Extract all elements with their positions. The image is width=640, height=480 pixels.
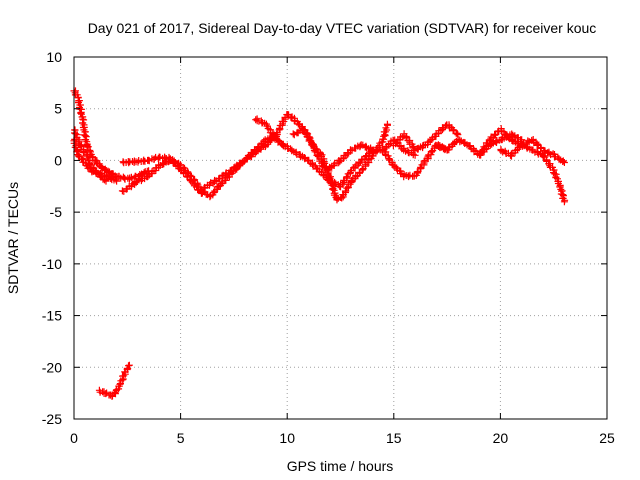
chart-title: Day 021 of 2017, Sidereal Day-to-day VTE…: [88, 20, 597, 36]
series-track-11: [289, 126, 419, 174]
x-tick-label: 15: [386, 430, 402, 446]
x-axis-label: GPS time / hours: [287, 458, 394, 474]
series-track-7: [198, 131, 280, 194]
series-markers: [118, 157, 206, 197]
series-markers: [497, 140, 569, 206]
axis-ticks: [73, 56, 608, 420]
series-markers: [289, 126, 419, 174]
plot-frame: [73, 56, 608, 420]
series-track-17: [95, 361, 133, 400]
series-track-5: [118, 157, 206, 197]
series-markers: [273, 111, 391, 204]
y-tick-label: -25: [42, 411, 62, 427]
grid-lines: [74, 57, 607, 419]
x-tick-label: 25: [599, 430, 615, 446]
y-tick-labels: -25 -20 -15 -10 -5 0 5 10: [42, 49, 62, 427]
x-tick-labels: 0 5 10 15 20 25: [70, 430, 615, 446]
series-markers: [70, 87, 153, 183]
x-tick-label: 10: [279, 430, 295, 446]
x-tick-label: 5: [177, 430, 185, 446]
series-track-13: [389, 121, 462, 155]
series-markers: [252, 115, 287, 149]
series-track-1: [70, 87, 153, 183]
series-track-16: [497, 140, 569, 206]
series-markers: [95, 361, 133, 400]
data-points: [70, 87, 569, 400]
y-tick-label: -5: [50, 204, 63, 220]
x-tick-label: 20: [493, 430, 509, 446]
y-tick-label: -15: [42, 308, 62, 324]
y-tick-label: 5: [54, 101, 62, 117]
y-tick-label: -10: [42, 256, 62, 272]
x-tick-label: 0: [70, 430, 78, 446]
series-track-10: [279, 140, 376, 191]
series-markers: [279, 140, 376, 191]
series-track-3: [70, 135, 121, 185]
series-track-9: [273, 111, 391, 204]
y-axis-label: SDTVAR / TECUs: [5, 182, 21, 294]
series-markers: [198, 131, 280, 194]
y-tick-label: 10: [46, 49, 62, 65]
series-markers: [389, 121, 462, 155]
y-tick-label: 0: [54, 152, 62, 168]
series-markers: [70, 135, 121, 185]
series-track-8: [252, 115, 287, 149]
y-tick-label: -20: [42, 359, 62, 375]
